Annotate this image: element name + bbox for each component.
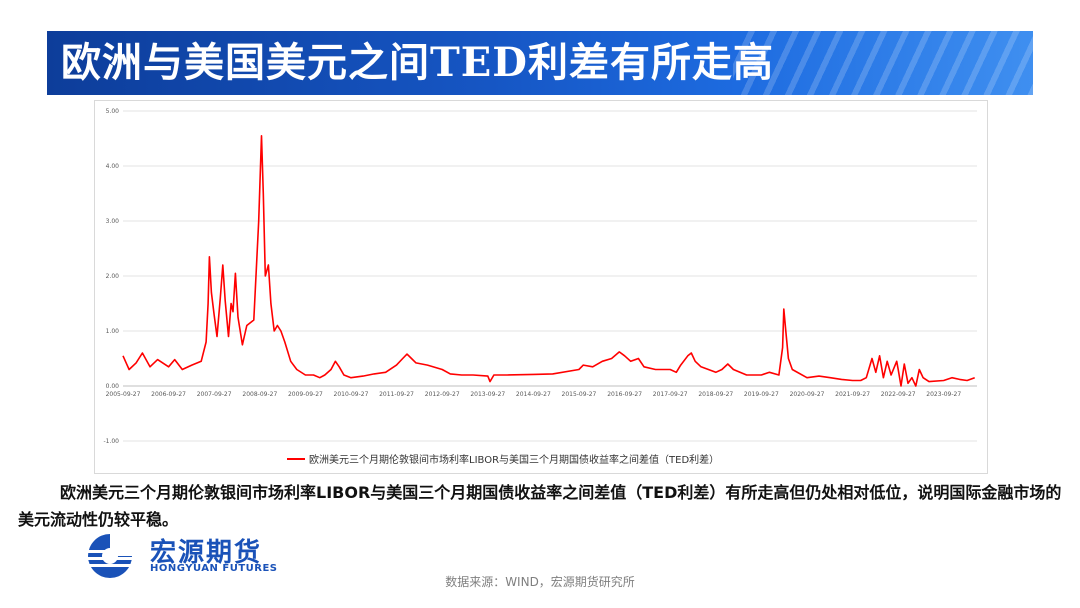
x-tick-label: 2018-09-27 xyxy=(698,391,733,398)
series-line xyxy=(122,134,975,387)
x-tick-label: 2021-09-27 xyxy=(835,391,870,398)
x-tick-label: 2016-09-27 xyxy=(607,391,642,398)
x-tick-label: 2020-09-27 xyxy=(790,391,825,398)
logo-name-cn: 宏源期货 xyxy=(150,538,263,568)
x-tick-label: 2011-09-27 xyxy=(379,391,414,398)
chart-caption: 欧洲美元三个月期伦敦银间市场利率LIBOR与美国三个月期国债收益率之间差值（TE… xyxy=(18,483,1062,529)
legend-label: 欧洲美元三个月期伦敦银间市场利率LIBOR与美国三个月期国债收益率之间差值（TE… xyxy=(309,453,719,466)
y-tick-label: 3.00 xyxy=(106,218,120,225)
y-tick-label: -1.00 xyxy=(103,438,119,445)
x-tick-label: 2007-09-27 xyxy=(197,391,232,398)
company-logo: 宏源期货 HONGYUAN FUTURES xyxy=(76,530,316,578)
ted-spread-chart: 5.00 4.00 3.00 2.00 1.00 0.00 -1.00 2005-09-27 2… xyxy=(103,108,977,466)
y-tick-label: 2.00 xyxy=(106,273,120,280)
banner-stripes xyxy=(733,31,1033,95)
logo-emblem-icon xyxy=(82,534,138,578)
x-tick-label: 2012-09-27 xyxy=(425,391,460,398)
x-tick-label: 2009-09-27 xyxy=(288,391,323,398)
x-tick-label: 2010-09-27 xyxy=(334,391,369,398)
x-tick-label: 2017-09-27 xyxy=(653,391,688,398)
x-tick-label: 2005-09-27 xyxy=(106,391,141,398)
x-tick-label: 2006-09-27 xyxy=(151,391,186,398)
x-tick-label: 2019-09-27 xyxy=(744,391,779,398)
x-tick-label: 2008-09-27 xyxy=(242,391,277,398)
data-source-note: 数据来源：WIND，宏源期货研究所 xyxy=(445,575,635,589)
logo-name-en: HONGYUAN FUTURES xyxy=(150,563,278,574)
x-tick-label: 2022-09-27 xyxy=(881,391,916,398)
page-title: 欧洲与美国美元之间TED利差有所走高 xyxy=(61,39,774,86)
x-tick-label: 2013-09-27 xyxy=(470,391,505,398)
y-tick-label: 0.00 xyxy=(106,383,120,390)
y-tick-label: 1.00 xyxy=(106,328,120,335)
x-tick-label: 2014-09-27 xyxy=(516,391,551,398)
x-tick-label: 2015-09-27 xyxy=(562,391,597,398)
y-tick-label: 4.00 xyxy=(106,163,120,170)
chart-container: 5.00 4.00 3.00 2.00 1.00 0.00 -1.00 2005-09-27 2… xyxy=(94,100,988,474)
y-tick-label: 5.00 xyxy=(106,108,120,115)
title-banner: 欧洲与美国美元之间TED利差有所走高 xyxy=(47,31,1033,95)
x-tick-label: 2023-09-27 xyxy=(926,391,961,398)
